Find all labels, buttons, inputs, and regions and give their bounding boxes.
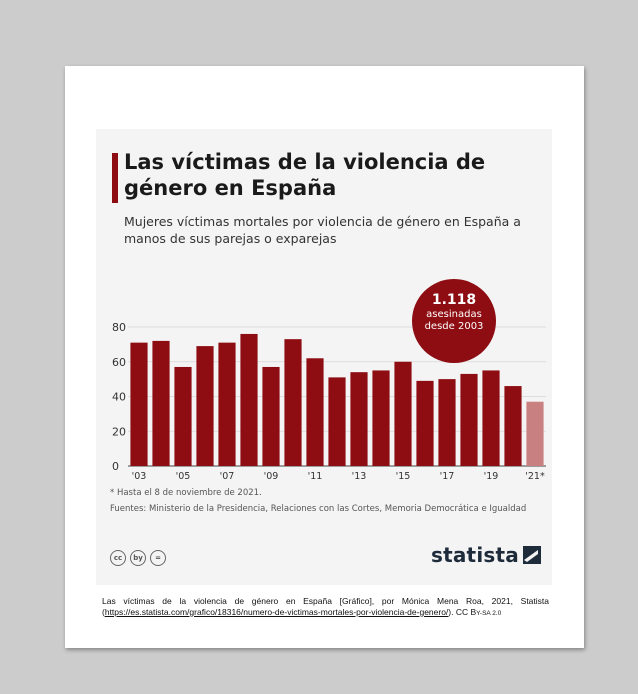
y-tick-label: 20: [112, 425, 126, 438]
bar-2020: [504, 386, 522, 466]
bar-2004: [152, 340, 170, 466]
bar-2007: [218, 342, 236, 466]
sources-note: Fuentes: Ministerio de la Presidencia, R…: [110, 504, 527, 514]
statista-mark-icon: [522, 546, 541, 564]
bar-2005: [174, 366, 192, 466]
bar-2012: [328, 377, 346, 466]
bar-2019: [482, 370, 500, 466]
title-accent-bar: [112, 153, 118, 203]
y-tick-label: 80: [112, 321, 126, 334]
caption-text: Las víctimas de la violencia de género e…: [102, 596, 549, 617]
figure-caption: Las víctimas de la violencia de género e…: [102, 596, 549, 619]
x-tick-label: '13: [352, 471, 367, 482]
bar-2015: [394, 361, 412, 466]
bar-2014: [372, 370, 390, 466]
y-axis-labels: 0 20 40 60 80: [112, 321, 126, 473]
x-axis-labels: '03 '05 '07 '09 '11 '13 '15 '17 '19 '21*: [132, 471, 545, 482]
chart-subtitle: Mujeres víctimas mortales por violencia …: [124, 214, 521, 246]
bar-2013: [350, 372, 368, 466]
statista-logo: statista: [431, 543, 541, 567]
y-tick-label: 0: [112, 460, 119, 473]
x-tick-label: '07: [220, 471, 235, 482]
bar-2006: [196, 346, 214, 466]
bars: [130, 333, 544, 466]
no-derivatives-icon: =: [150, 550, 166, 566]
chart-title: Las víctimas de la violencia de género e…: [124, 150, 486, 200]
attribution-icon: by: [130, 550, 146, 566]
caption-license-smallcaps: Y-SA 2.0: [476, 610, 502, 617]
x-tick-label: '11: [308, 471, 323, 482]
y-tick-label: 40: [112, 391, 126, 404]
x-tick-label: '17: [440, 471, 455, 482]
x-tick-label: '15: [396, 471, 411, 482]
badge-line-1: asesinadas: [426, 309, 482, 320]
license-icons: cc by =: [110, 550, 166, 566]
bar-2008: [240, 333, 258, 466]
x-tick-label: '03: [132, 471, 147, 482]
bar-2011: [306, 358, 324, 466]
bar-2017: [438, 379, 456, 466]
x-tick-label: '05: [176, 471, 191, 482]
bar-2010: [284, 339, 302, 466]
x-tick-label: '19: [484, 471, 499, 482]
figure-card: Las víctimas de la violencia de género e…: [65, 66, 584, 648]
y-tick-label: 60: [112, 356, 126, 369]
caption-license: ). CC B: [448, 607, 477, 617]
footnote: * Hasta el 8 de noviembre de 2021.: [110, 488, 262, 498]
brand-name: statista: [431, 543, 519, 567]
infographic: Las víctimas de la violencia de género e…: [96, 129, 552, 585]
bar-2018: [460, 373, 478, 466]
bar-2003: [130, 342, 148, 466]
bar-2021: [526, 401, 544, 466]
caption-link[interactable]: https://es.statista.com/grafico/18316/nu…: [104, 607, 449, 617]
x-tick-label: '21*: [525, 471, 545, 482]
badge-line-2: desde 2003: [424, 321, 484, 332]
cc-icon: cc: [110, 550, 126, 566]
bar-2016: [416, 380, 434, 466]
bar-chart: 0 20 40 60 80 '03 '05 '07 '09 '11 '13 '15 '17 '19 '21…: [112, 321, 546, 482]
bar-2009: [262, 366, 280, 466]
badge-number: 1.118: [431, 292, 477, 308]
x-tick-label: '09: [264, 471, 279, 482]
total-badge: 1.118 asesinadas desde 2003: [412, 279, 496, 363]
